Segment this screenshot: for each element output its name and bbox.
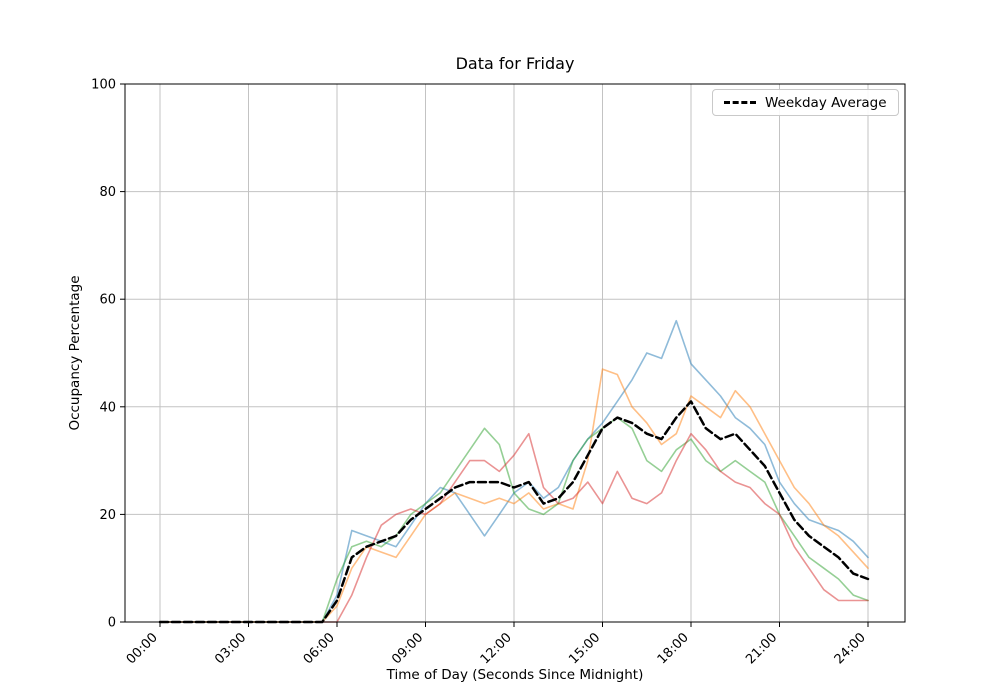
legend-label: Weekday Average bbox=[765, 94, 887, 111]
x-tick-label: 15:00 bbox=[566, 630, 603, 667]
legend: Weekday Average bbox=[712, 89, 899, 116]
y-tick-label: 80 bbox=[99, 185, 116, 200]
x-tick-label: 06:00 bbox=[301, 630, 338, 667]
legend-dashed-line-icon bbox=[724, 101, 756, 104]
y-tick-label: 100 bbox=[91, 78, 116, 93]
x-tick-label: 18:00 bbox=[655, 630, 692, 667]
y-axis-title: Occupancy Percentage bbox=[67, 275, 83, 431]
series-weekday-average bbox=[158, 400, 870, 624]
x-tick-label: 00:00 bbox=[124, 630, 161, 667]
x-tick-label: 09:00 bbox=[389, 630, 426, 667]
y-tick-label: 20 bbox=[99, 508, 116, 523]
x-tick-label: 12:00 bbox=[478, 630, 515, 667]
x-tick-label: 21:00 bbox=[743, 630, 780, 667]
x-tick-label: 24:00 bbox=[832, 630, 869, 667]
y-tick-label: 60 bbox=[99, 293, 116, 308]
x-axis-title: Time of Day (Seconds Since Midnight) bbox=[386, 667, 644, 683]
axes-spines bbox=[124, 83, 906, 623]
y-tick-label: 0 bbox=[108, 616, 116, 631]
y-tick-label: 40 bbox=[99, 400, 116, 415]
chart-title: Data for Friday bbox=[455, 54, 575, 73]
x-tick-label: 03:00 bbox=[212, 630, 249, 667]
